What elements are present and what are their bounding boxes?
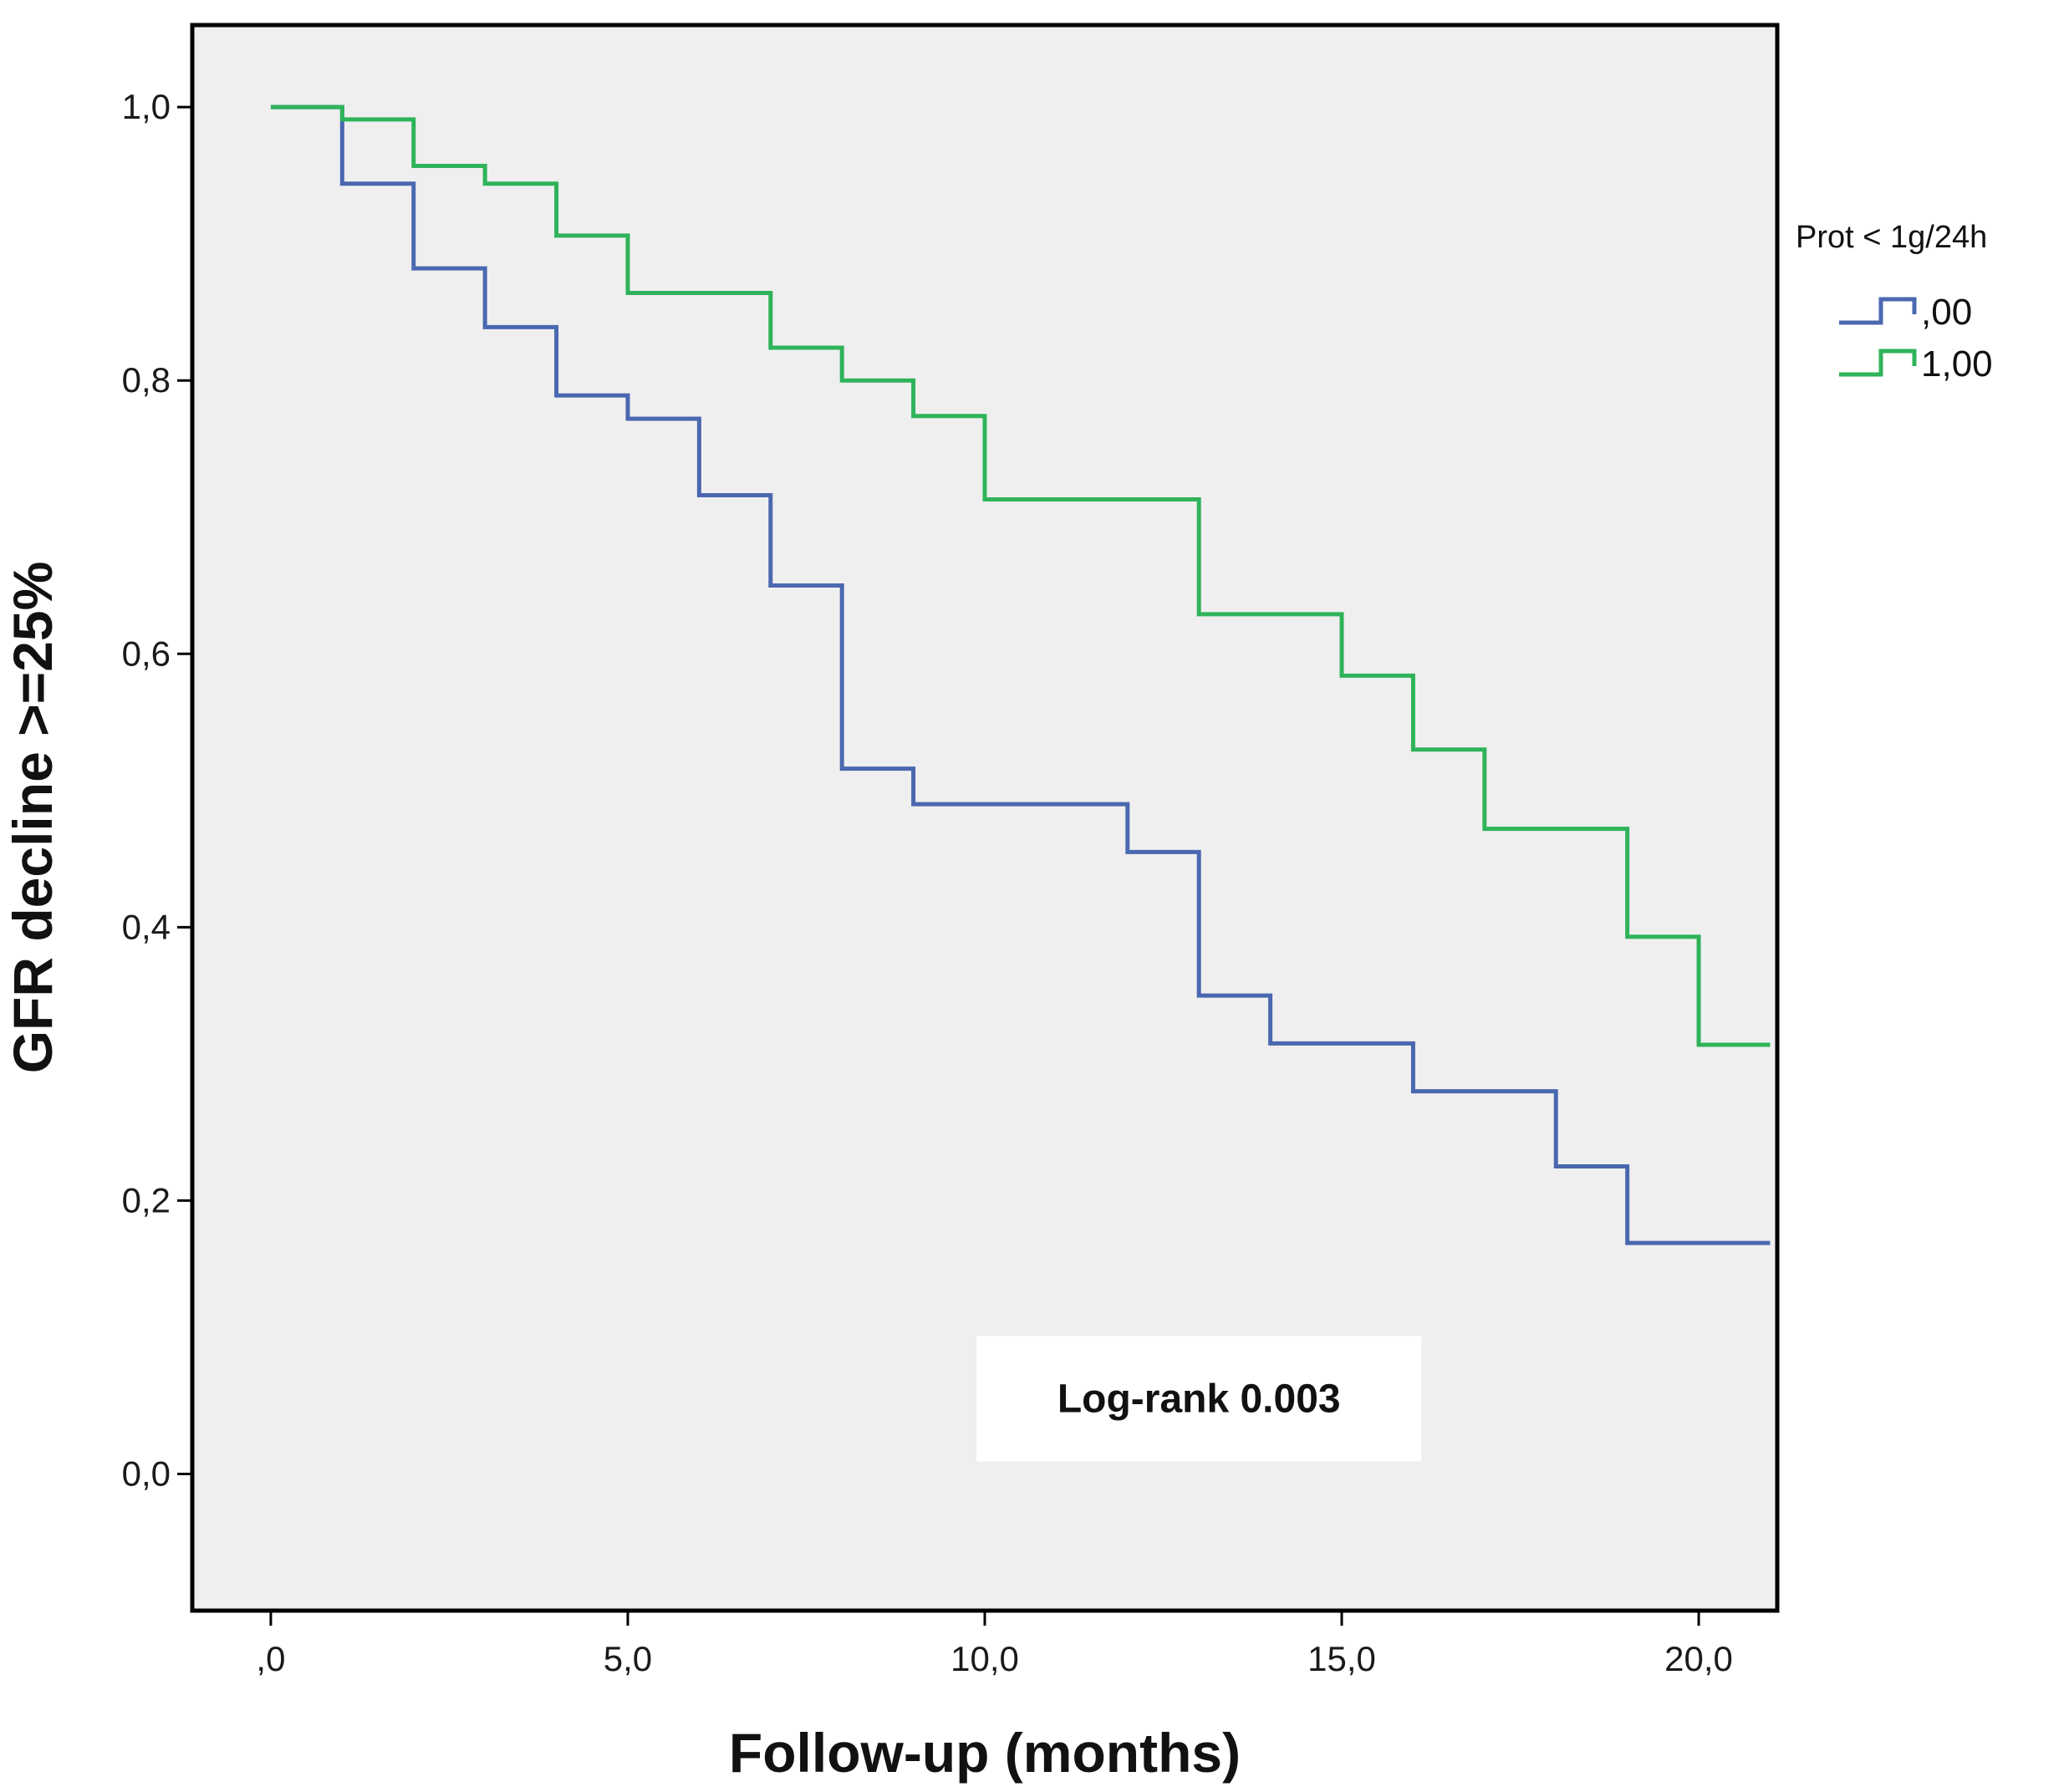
x-tick-label: ,0 [256,1639,285,1678]
y-tick-label: 1,0 [122,87,171,126]
series-line-2 [270,104,1771,1047]
series-lines [270,104,1771,1245]
log-rank-annotation: Log-rank 0.003 [1057,1377,1341,1422]
x-tick-label: 20,0 [1664,1639,1733,1678]
legend-title: Prot < 1g/24h [1796,220,1987,255]
x-axis: ,0 5,0 10,0 15,0 20,0 [256,1611,1733,1678]
x-tick-label: 10,0 [950,1639,1019,1678]
legend-swatch-1 [1839,297,1917,325]
y-tick-label: 0,8 [122,360,171,400]
x-axis-title: Follow-up (months) [729,1722,1241,1784]
legend-swatch-2 [1839,349,1917,377]
annotation-box [976,1336,1422,1462]
y-tick-label: 0,4 [122,907,171,946]
x-tick-label: 5,0 [604,1639,652,1678]
y-tick-label: 0,0 [122,1453,171,1493]
y-tick-label: 0,6 [122,634,171,673]
y-tick-label: 0,2 [122,1180,171,1219]
x-tick-label: 15,0 [1307,1639,1376,1678]
annotations: Log-rank 0.003 [976,1336,1422,1462]
y-axis-title: GFR decline >=25% [2,562,64,1074]
legend: Prot < 1g/24h ,00 1,00 [1796,220,1993,384]
series-line-1 [270,104,1771,1245]
legend-label-2: 1,00 [1921,344,1993,384]
plot-frame [190,23,1780,1613]
y-axis: 0,0 0,2 0,4 0,6 0,8 1,0 [122,87,192,1493]
legend-label-1: ,00 [1921,292,1972,333]
